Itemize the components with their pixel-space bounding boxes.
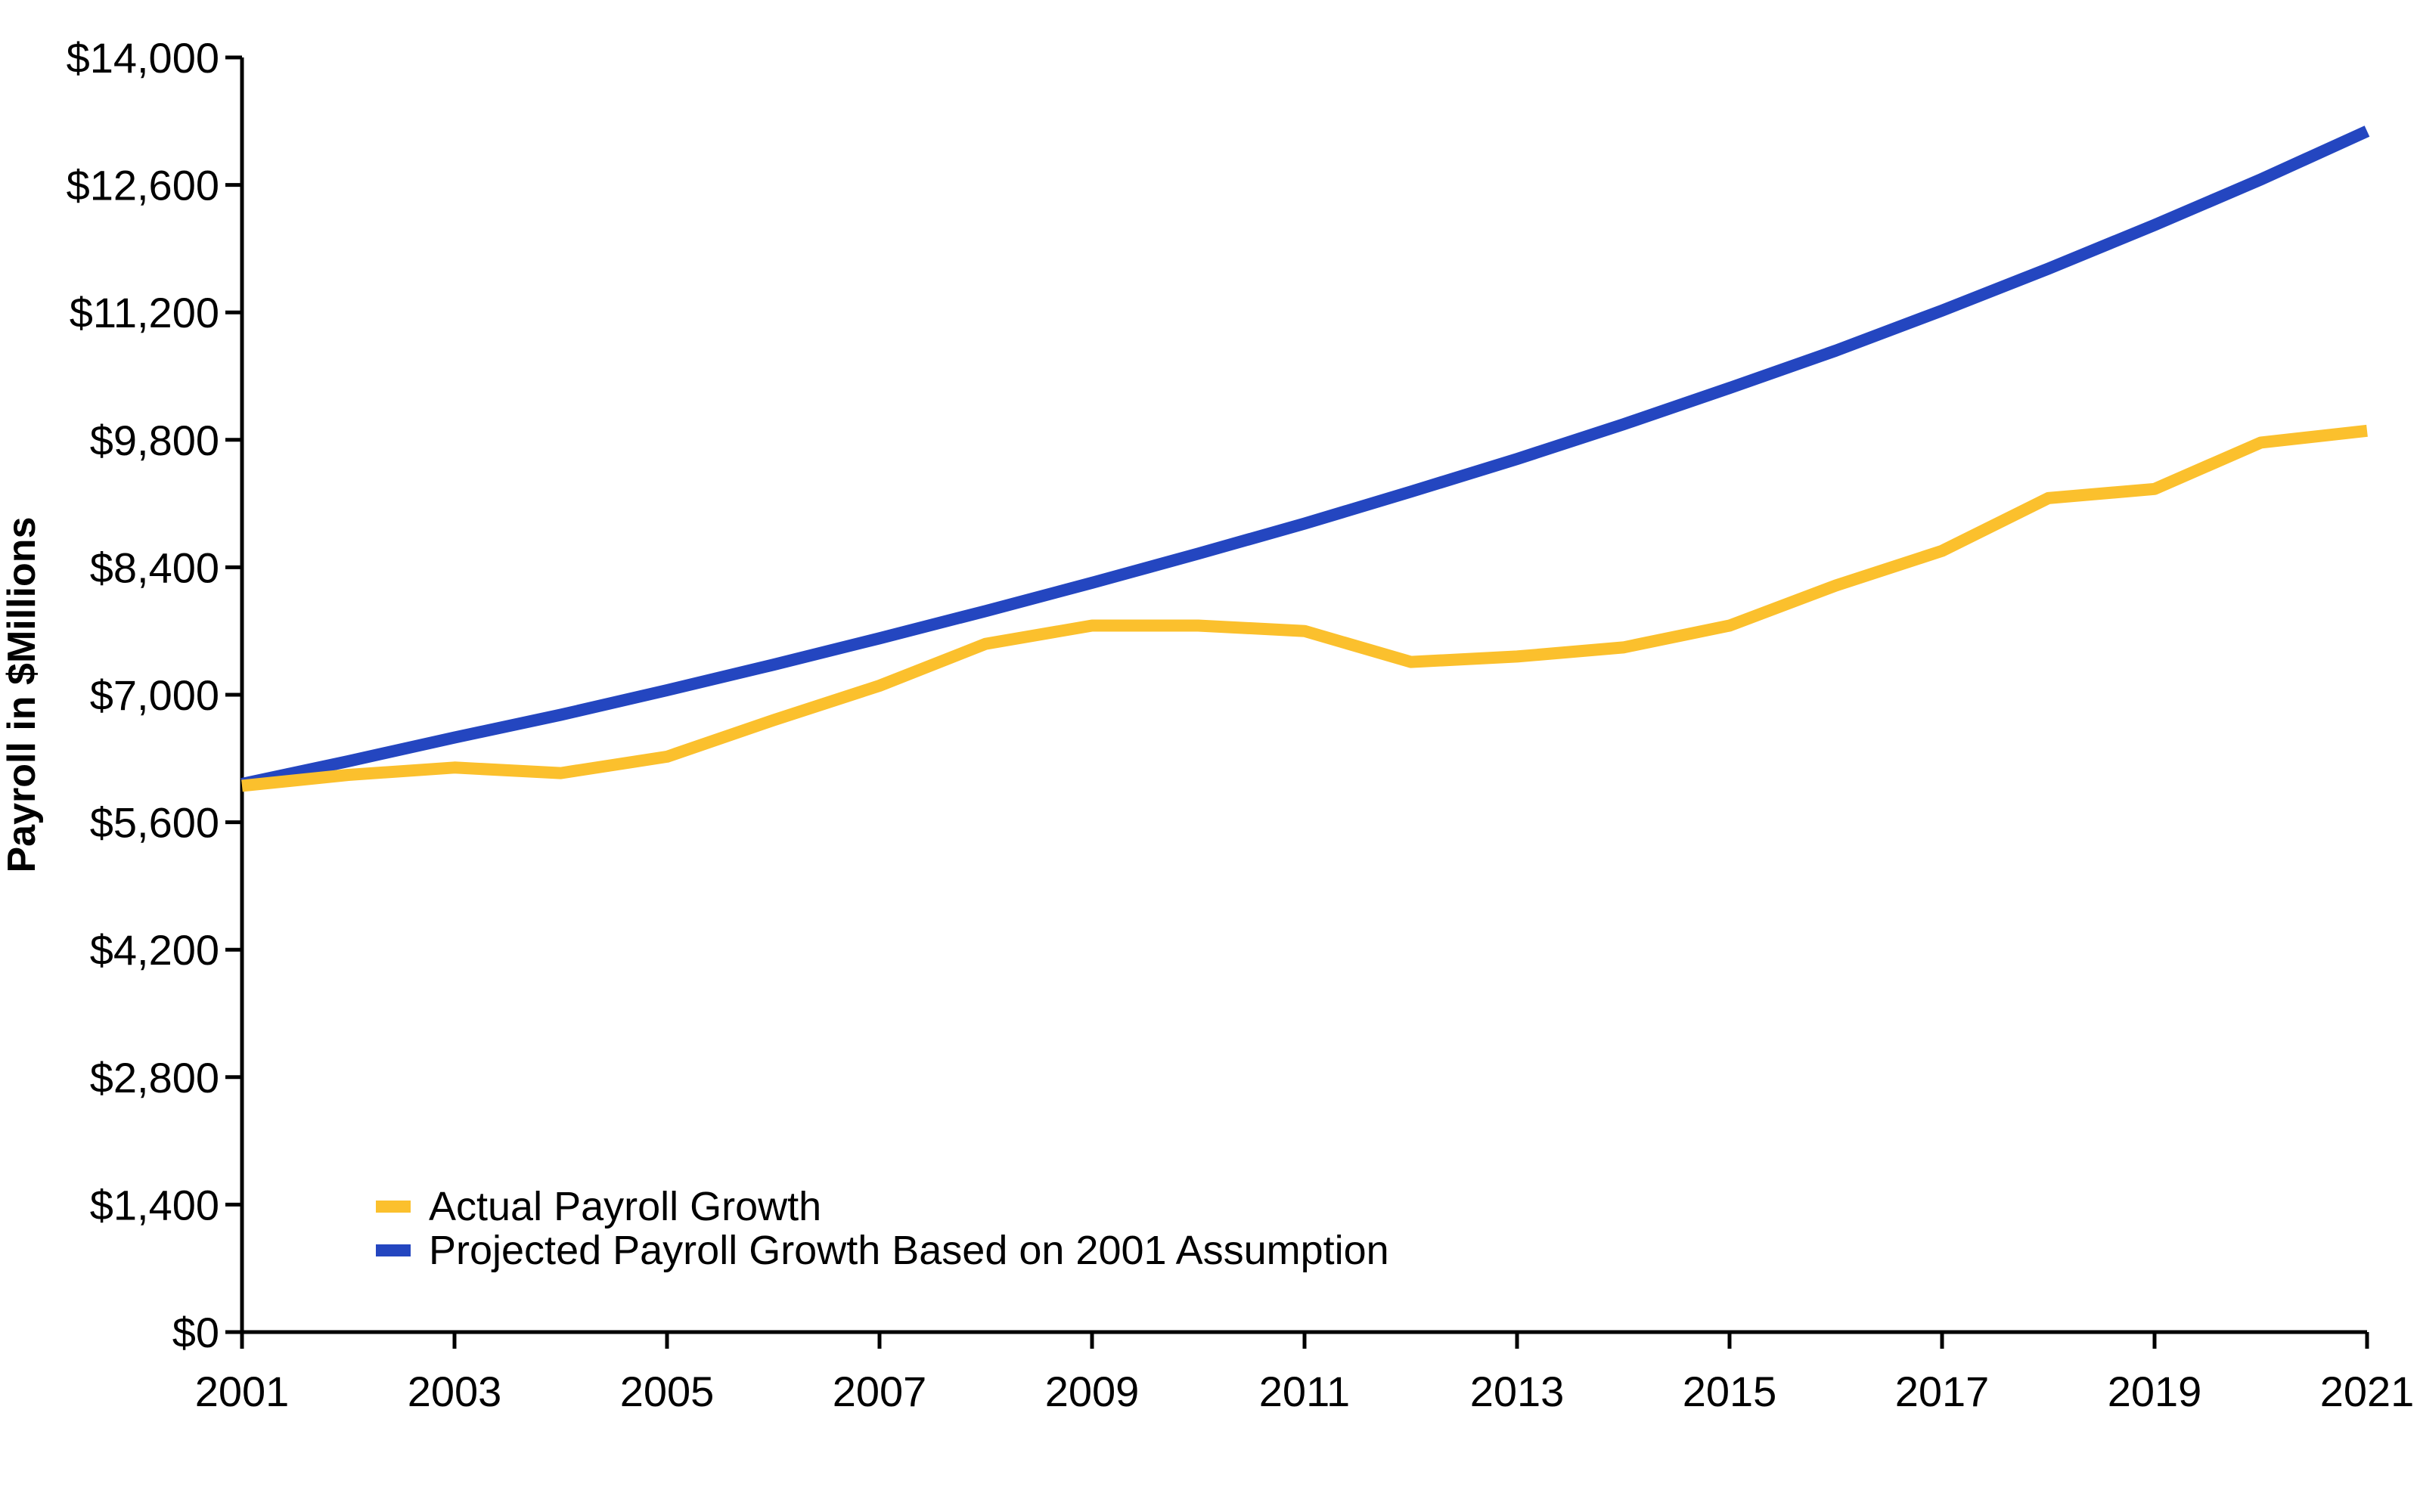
series-line [240,125,2370,790]
y-tick-label: $5,600 [90,799,219,847]
x-tick-label: 2001 [195,1368,290,1415]
series-lines [240,125,2370,792]
y-tick-label: $12,600 [67,162,219,209]
x-tick-label: 2011 [1259,1368,1350,1415]
series-line [241,424,2368,792]
x-tick-label: 2019 [2108,1368,2202,1415]
y-axis-ticks: $0 $1,400 $2,800 $4,200 $5,600 $7,000 $8,400 $9… [67,34,242,1356]
legend-label: Projected Payroll Growth Based on 2001 A… [429,1228,1389,1273]
y-tick-label: $0 [172,1309,219,1356]
x-tick-label: 2017 [1895,1368,1990,1415]
x-tick-label: 2013 [1470,1368,1565,1415]
legend-swatch [376,1244,411,1256]
y-tick-label: $2,800 [90,1054,219,1101]
x-tick-label: 2007 [833,1368,927,1415]
y-axis-title: Payroll in $Millions [0,517,44,873]
legend-swatch [376,1201,411,1213]
y-tick-label: $11,200 [70,289,219,336]
x-tick-label: 2015 [1683,1368,1777,1415]
x-tick-label: 2009 [1045,1368,1140,1415]
y-tick-label: $9,800 [90,417,219,464]
y-tick-label: $8,400 [90,544,219,591]
x-tick-label: 2005 [620,1368,715,1415]
y-tick-label: $7,000 [90,671,219,719]
axes: $0 $1,400 $2,800 $4,200 $5,600 $7,000 $8,400 $9… [0,34,2414,1415]
legend-label: Actual Payroll Growth [429,1184,821,1229]
y-tick-label: $4,200 [90,926,219,974]
y-tick-label: $14,000 [67,34,219,82]
x-axis-ticks: 2001 2003 2005 2007 2009 2011 2013 2015 2017 2019… [195,1332,2415,1415]
x-tick-label: 2021 [2320,1368,2415,1415]
y-tick-label: $1,400 [90,1181,219,1228]
x-tick-label: 2003 [408,1368,502,1415]
